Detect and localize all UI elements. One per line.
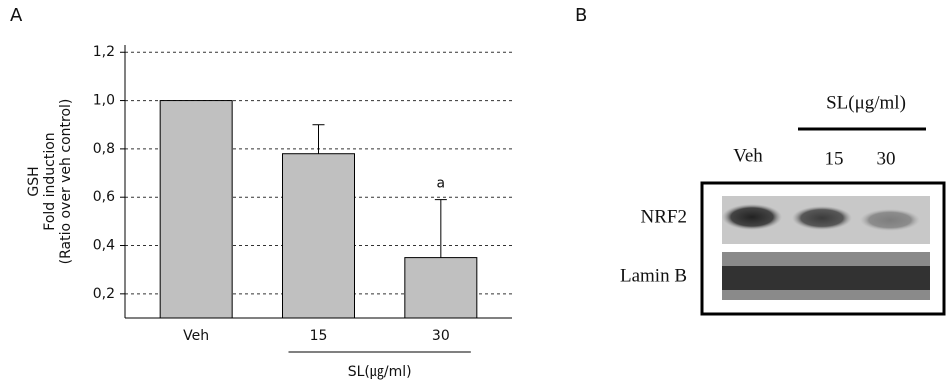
panel-label: A bbox=[10, 5, 23, 26]
y-tick-label: 1,0 bbox=[93, 93, 115, 109]
row-label: Lamin B bbox=[620, 265, 687, 286]
bar bbox=[405, 258, 477, 318]
group-label: SL(μg/ml) bbox=[826, 92, 906, 113]
annotation: a bbox=[437, 176, 446, 192]
x-tick-label: 30 bbox=[432, 328, 450, 344]
y-axis-label: (Ratio over veh control) bbox=[58, 99, 74, 265]
blot-band bbox=[722, 204, 782, 230]
y-tick-label: 0,8 bbox=[93, 141, 115, 157]
y-tick-label: 0,6 bbox=[93, 189, 115, 205]
y-axis-label: Fold induction bbox=[42, 132, 58, 230]
x-tick-label: 15 bbox=[310, 328, 328, 344]
bar bbox=[283, 154, 355, 318]
bar bbox=[160, 101, 232, 318]
lane-label: 30 bbox=[877, 148, 896, 169]
blot-band bbox=[792, 206, 852, 230]
y-axis-label: GSH bbox=[26, 166, 42, 196]
x-tick-label: Veh bbox=[183, 328, 209, 344]
y-tick-label: 0,2 bbox=[93, 286, 115, 302]
figure: A B SL(μg/ml) Veh 15 30 NRF2 Lamin B 0,2… bbox=[0, 0, 948, 383]
y-tick-label: 1,2 bbox=[93, 44, 115, 60]
y-tick-label: 0,4 bbox=[93, 238, 115, 254]
western-blot: SL(μg/ml) Veh 15 30 NRF2 Lamin B bbox=[620, 92, 944, 314]
blot-band bbox=[860, 209, 920, 231]
panel-label: B bbox=[575, 5, 587, 26]
lane-label: 15 bbox=[825, 148, 844, 169]
row-label: NRF2 bbox=[641, 206, 687, 227]
lane-label: Veh bbox=[733, 145, 763, 166]
blot-band bbox=[722, 266, 930, 290]
group-label: SL(㎍/ml) bbox=[348, 364, 412, 380]
